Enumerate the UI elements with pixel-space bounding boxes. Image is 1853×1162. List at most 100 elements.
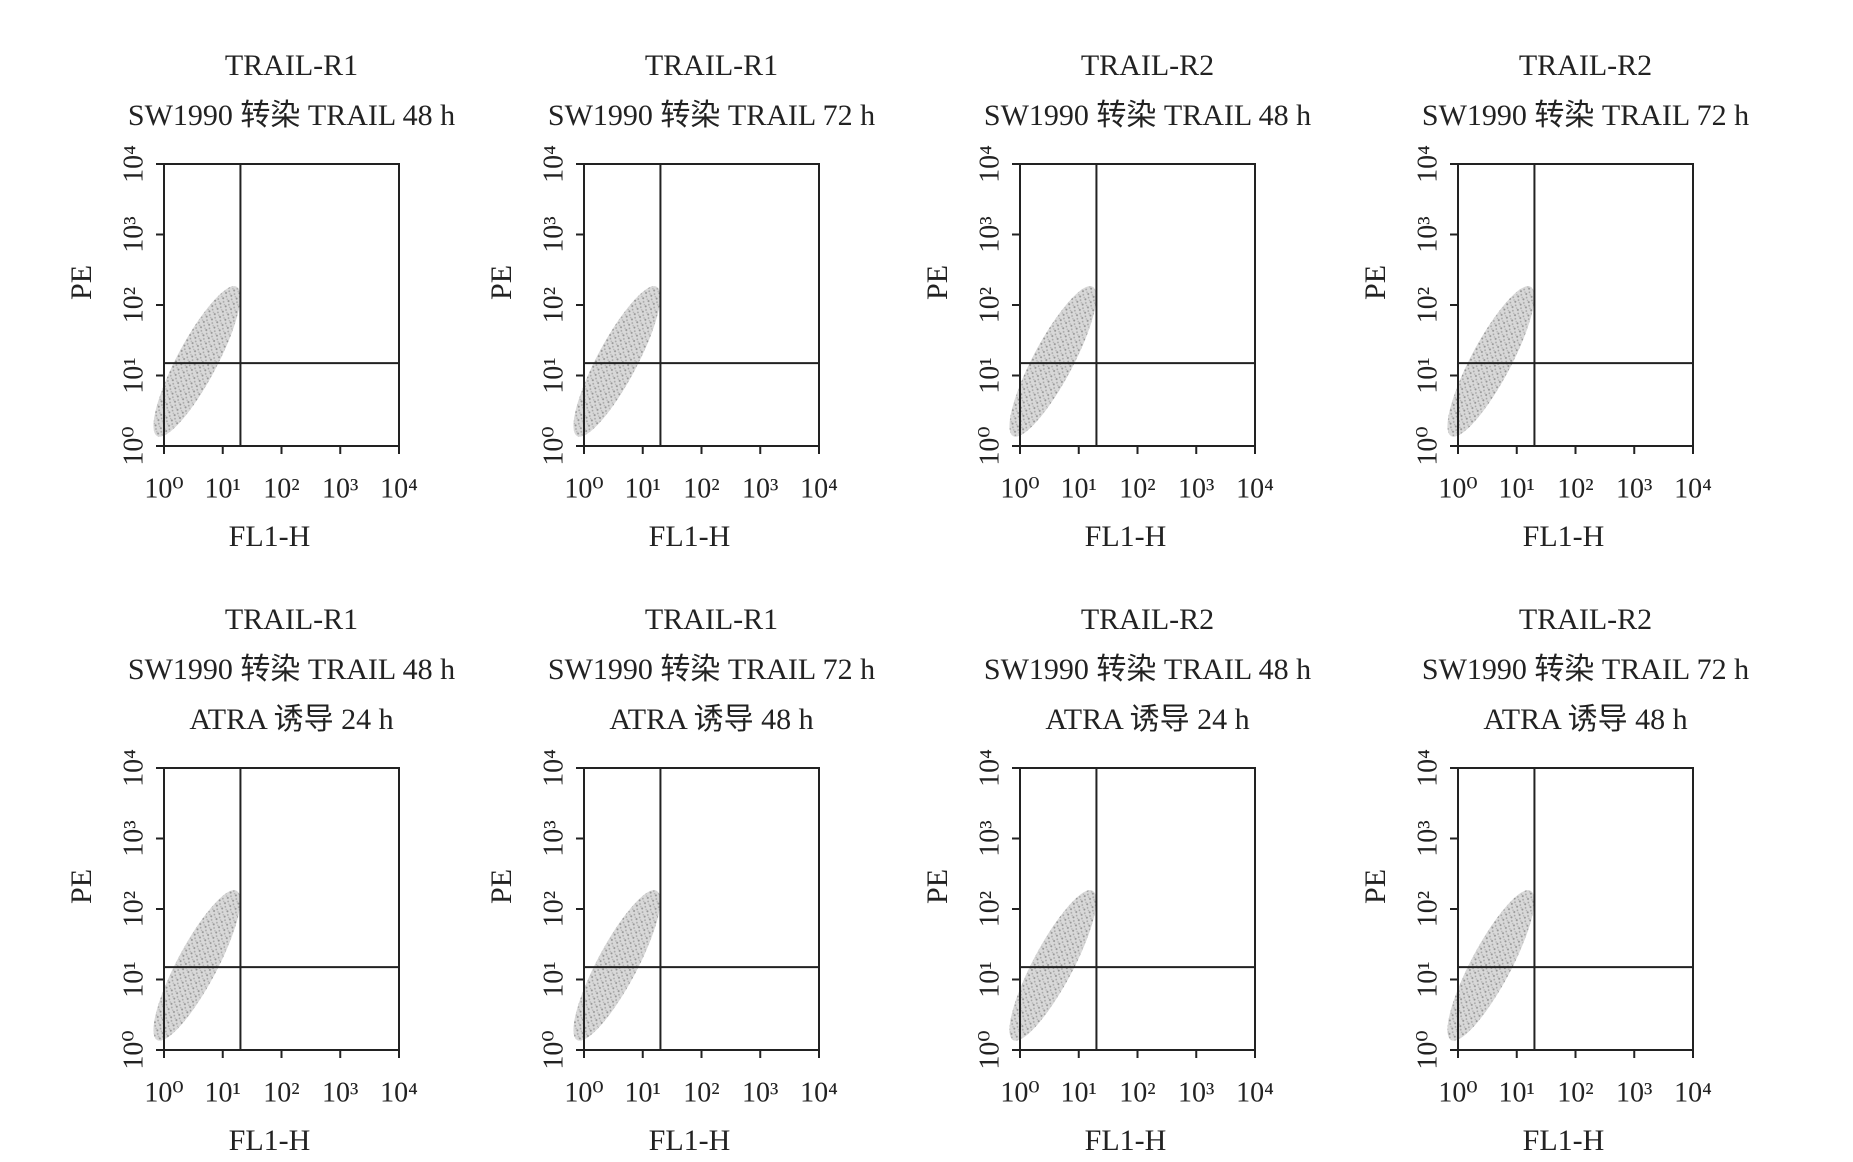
- event-cloud: [1447, 286, 1535, 437]
- x-tick-label: 10⁴: [380, 1077, 418, 1108]
- panel-title: TRAIL-R2: [1081, 49, 1214, 82]
- x-tick-label: 10³: [742, 1077, 778, 1108]
- panel: TRAIL-R2 SW1990 转染 TRAIL 48 h ATRA 诱导 24 h…: [921, 603, 1311, 1157]
- x-tick-label: 10²: [263, 473, 299, 504]
- panel-title: SW1990 转染 TRAIL 48 h: [984, 653, 1311, 686]
- x-tick-label: 10²: [683, 1077, 719, 1108]
- y-tick-label: 10⁴: [118, 749, 149, 787]
- x-axis-label: FL1-H: [1523, 520, 1605, 553]
- y-tick-label: 10¹: [538, 961, 569, 997]
- x-tick-label: 10¹: [1061, 473, 1097, 504]
- panel-title: TRAIL-R1: [225, 49, 358, 82]
- y-tick-label: 10⁰: [118, 1030, 149, 1069]
- event-cloud: [153, 286, 241, 437]
- y-tick-label: 10⁴: [538, 145, 569, 183]
- y-tick-label: 10²: [974, 891, 1005, 927]
- x-axis-label: FL1-H: [229, 1124, 311, 1157]
- panel-title: TRAIL-R2: [1519, 603, 1652, 636]
- y-tick-label: 10³: [1412, 820, 1443, 856]
- panel: TRAIL-R1 SW1990 转染 TRAIL 48 h 10⁰ 10¹ 10² 10³…: [65, 49, 455, 553]
- panel-title: SW1990 转染 TRAIL 48 h: [128, 99, 455, 132]
- x-tick-label: 10³: [1616, 473, 1652, 504]
- y-tick-label: 10¹: [974, 961, 1005, 997]
- y-tick-label: 10¹: [974, 357, 1005, 393]
- x-tick-label: 10⁰: [144, 1077, 183, 1108]
- y-tick-label: 10³: [118, 216, 149, 252]
- plot-frame: [163, 163, 400, 447]
- y-tick-label: 10²: [538, 287, 569, 323]
- y-axis-label: PE: [485, 265, 518, 300]
- x-tick-label: 10²: [683, 473, 719, 504]
- x-tick-label: 10⁰: [144, 473, 183, 504]
- y-tick-label: 10³: [538, 216, 569, 252]
- event-cloud: [573, 286, 661, 437]
- panel-title: TRAIL-R1: [645, 603, 778, 636]
- x-tick-label: 10¹: [1499, 473, 1535, 504]
- x-tick-label: 10⁴: [1674, 1077, 1712, 1108]
- x-tick-label: 10¹: [625, 1077, 661, 1108]
- event-cloud: [1009, 286, 1097, 437]
- y-tick-label: 10⁴: [1412, 145, 1443, 183]
- y-tick-label: 10⁰: [118, 426, 149, 465]
- panel-title: SW1990 转染 TRAIL 72 h: [1422, 653, 1749, 686]
- y-tick-label: 10²: [538, 891, 569, 927]
- x-tick-label: 10¹: [1499, 1077, 1535, 1108]
- x-tick-label: 10⁴: [380, 473, 418, 504]
- x-axis-label: FL1-H: [649, 520, 731, 553]
- y-axis-label: PE: [1359, 265, 1392, 300]
- y-tick-label: 10²: [1412, 287, 1443, 323]
- panel-title: TRAIL-R1: [225, 603, 358, 636]
- x-tick-label: 10⁰: [1000, 473, 1039, 504]
- panel: TRAIL-R2 SW1990 转染 TRAIL 72 h 10⁰ 10¹ 10² 10³…: [1359, 49, 1749, 553]
- y-axis-label: PE: [1359, 869, 1392, 904]
- y-axis-label: PE: [921, 869, 954, 904]
- y-tick-label: 10¹: [1412, 357, 1443, 393]
- x-tick-label: 10²: [263, 1077, 299, 1108]
- x-tick-label: 10¹: [205, 1077, 241, 1108]
- plot-frame: [1457, 767, 1694, 1051]
- plot-frame: [1019, 767, 1256, 1051]
- plot-frame: [163, 767, 400, 1051]
- x-axis-label: FL1-H: [1085, 520, 1167, 553]
- y-tick-label: 10¹: [118, 357, 149, 393]
- y-tick-label: 10⁰: [1412, 1030, 1443, 1069]
- y-axis-label: PE: [65, 869, 98, 904]
- panel-title: SW1990 转染 TRAIL 72 h: [548, 99, 875, 132]
- y-tick-label: 10⁰: [974, 426, 1005, 465]
- y-tick-label: 10⁰: [538, 1030, 569, 1069]
- panel: TRAIL-R1 SW1990 转染 TRAIL 72 h 10⁰ 10¹ 10² 10³…: [485, 49, 875, 553]
- x-tick-label: 10³: [1178, 473, 1214, 504]
- x-tick-label: 10⁰: [564, 1077, 603, 1108]
- event-cloud: [153, 890, 241, 1041]
- y-tick-label: 10¹: [1412, 961, 1443, 997]
- panel-title: TRAIL-R2: [1081, 603, 1214, 636]
- panel: TRAIL-R1 SW1990 转染 TRAIL 72 h ATRA 诱导 48 h…: [485, 603, 875, 1157]
- panel: TRAIL-R2 SW1990 转染 TRAIL 48 h 10⁰ 10¹ 10² 10³…: [921, 49, 1311, 553]
- x-tick-label: 10⁴: [800, 1077, 838, 1108]
- x-tick-label: 10²: [1119, 1077, 1155, 1108]
- event-cloud: [1447, 890, 1535, 1041]
- x-tick-label: 10²: [1557, 473, 1593, 504]
- panel: TRAIL-R1 SW1990 转染 TRAIL 48 h ATRA 诱导 24 h…: [65, 603, 455, 1157]
- y-tick-label: 10¹: [538, 357, 569, 393]
- x-tick-label: 10⁴: [1674, 473, 1712, 504]
- panel-title: SW1990 转染 TRAIL 48 h: [984, 99, 1311, 132]
- x-axis-label: FL1-H: [229, 520, 311, 553]
- plot-frame: [1457, 163, 1694, 447]
- x-tick-label: 10³: [1616, 1077, 1652, 1108]
- y-tick-label: 10⁰: [538, 426, 569, 465]
- y-tick-label: 10⁰: [974, 1030, 1005, 1069]
- panel-title: ATRA 诱导 24 h: [1045, 703, 1249, 736]
- x-axis-label: FL1-H: [1523, 1124, 1605, 1157]
- plot-frame: [1019, 163, 1256, 447]
- x-tick-label: 10³: [742, 473, 778, 504]
- panel-title: ATRA 诱导 48 h: [1483, 703, 1687, 736]
- panel-title: SW1990 转染 TRAIL 72 h: [1422, 99, 1749, 132]
- x-tick-label: 10³: [1178, 1077, 1214, 1108]
- y-tick-label: 10²: [118, 891, 149, 927]
- y-tick-label: 10²: [118, 287, 149, 323]
- y-axis-label: PE: [921, 265, 954, 300]
- x-tick-label: 10²: [1119, 473, 1155, 504]
- y-tick-label: 10⁴: [974, 145, 1005, 183]
- y-axis-label: PE: [485, 869, 518, 904]
